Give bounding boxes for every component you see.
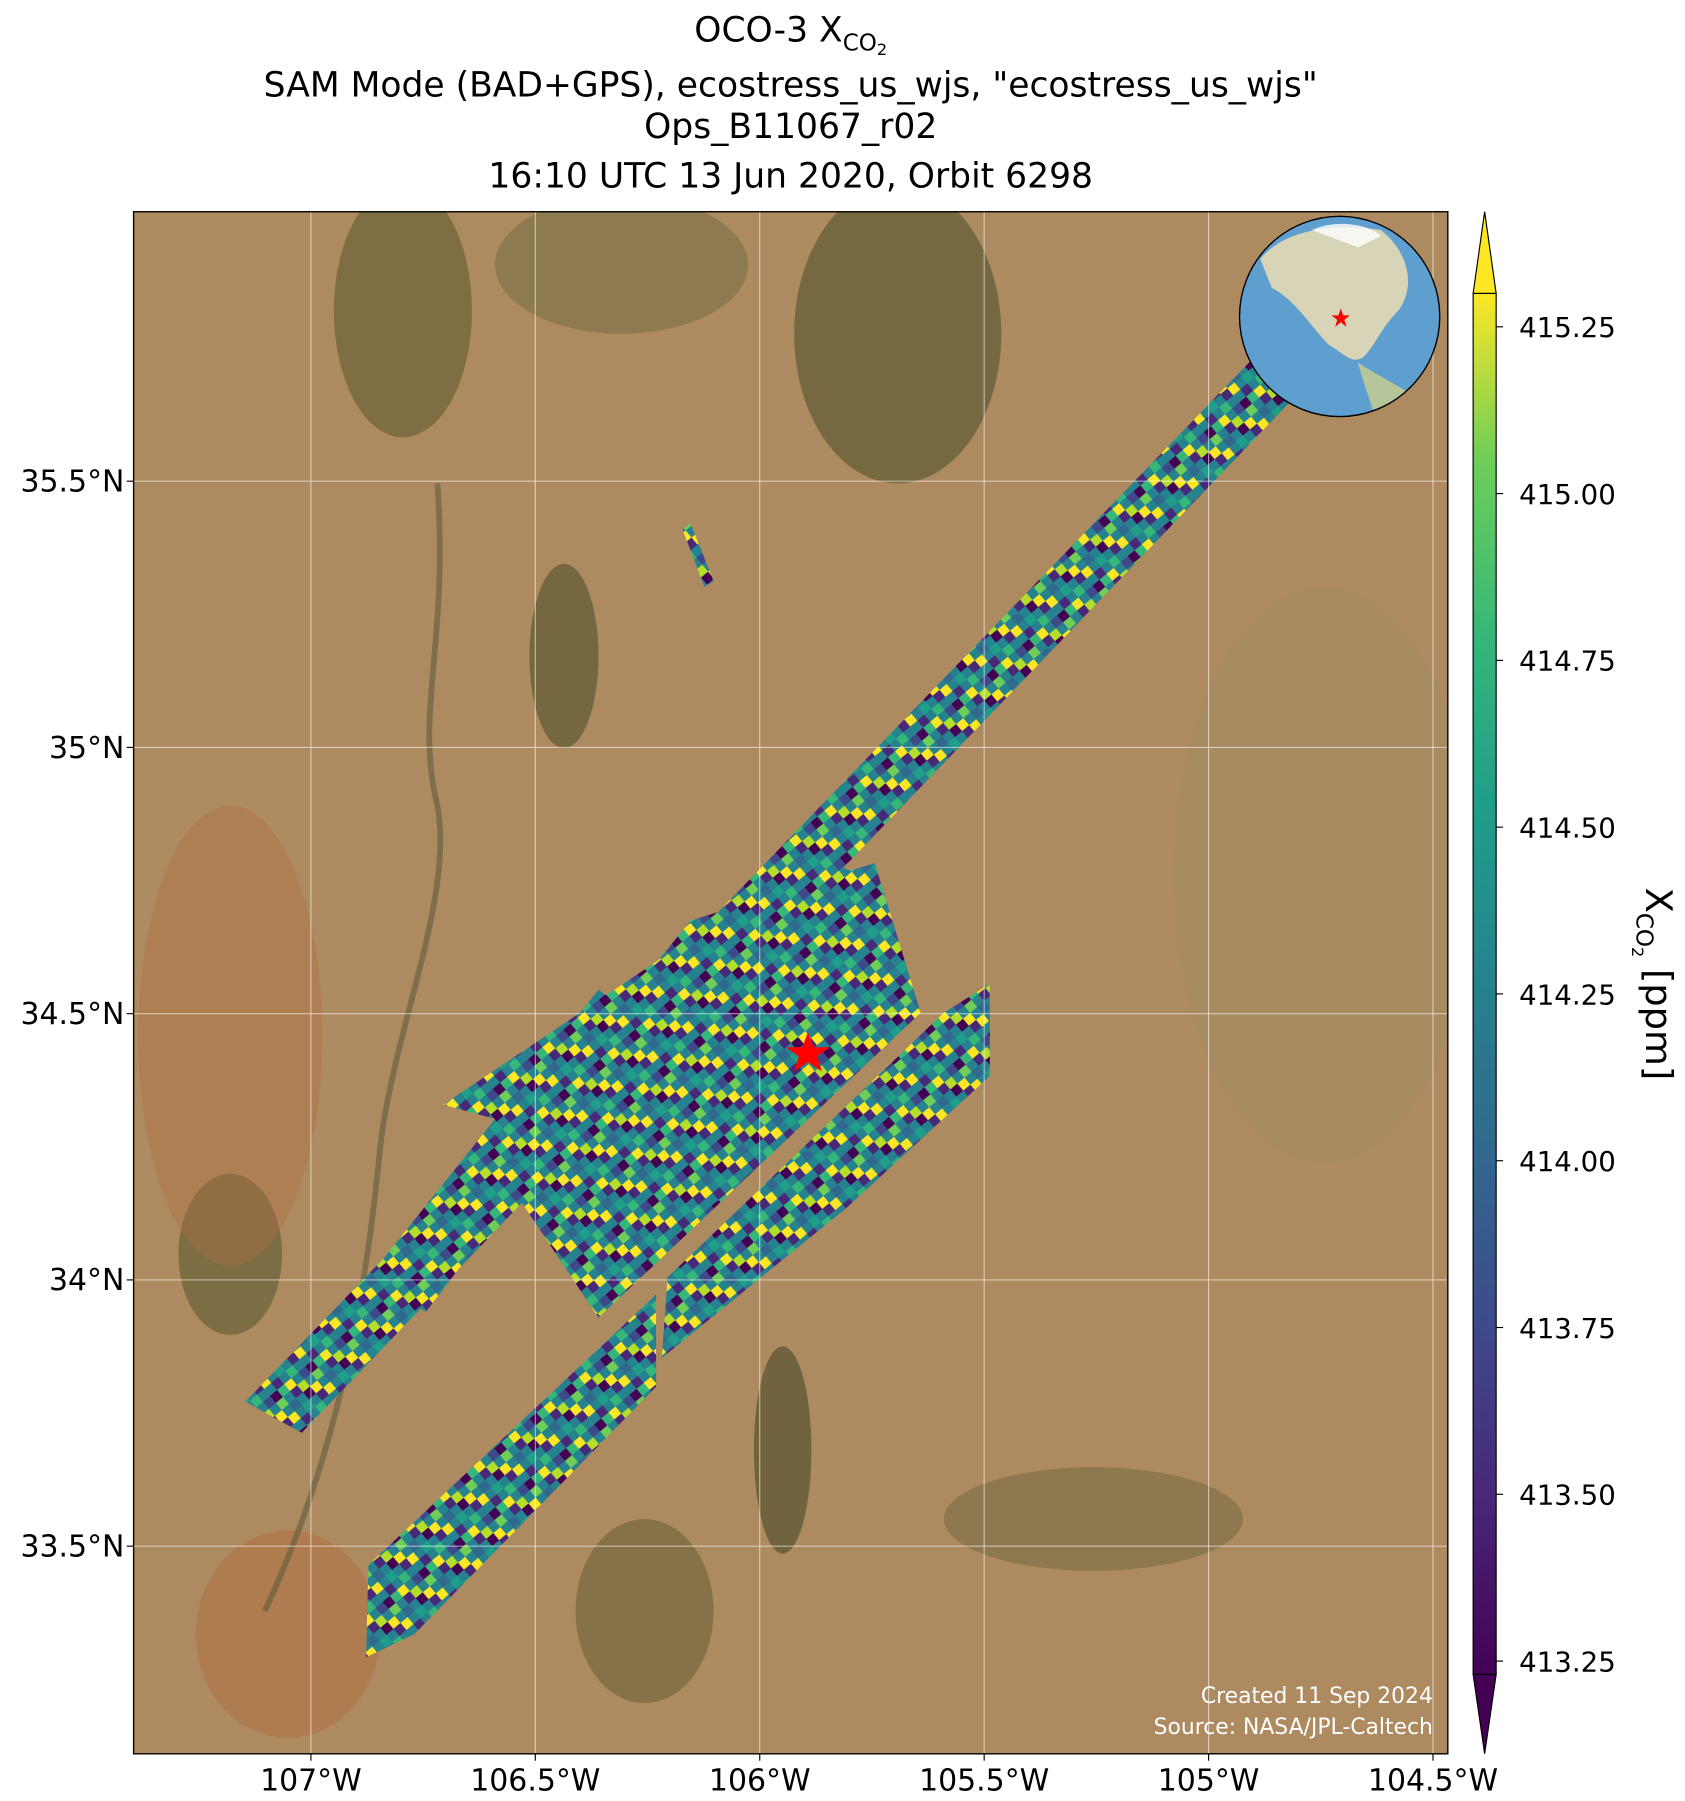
x-tick-label: 106°W: [709, 1764, 811, 1799]
title-line: SAM Mode (BAD+GPS), ecostress_us_wjs, "e…: [264, 66, 1318, 106]
y-tick-label: 33.5°N: [20, 1530, 124, 1565]
credit: Created 11 Sep 2024: [1201, 1684, 1433, 1709]
colorbar-tick-label: 415.25: [1519, 311, 1616, 344]
x-tick-label: 106.5°W: [470, 1764, 600, 1799]
y-tick-label: 35.5°N: [20, 465, 124, 500]
swaths: [245, 350, 1295, 1658]
colorbar-tick-label: 414.25: [1519, 978, 1616, 1011]
title-line: OCO-3 XCO2: [694, 10, 887, 59]
map-frame: [132, 211, 1449, 1755]
x-tick-label: 105.5°W: [919, 1764, 1049, 1799]
basemap: [133, 211, 1448, 1754]
target-star: [786, 1032, 830, 1072]
x-tick-label: 105°W: [1158, 1764, 1260, 1799]
colorbar: 413.25 413.50 413.75 414.00 414.25 414.50 414.…: [1472, 211, 1616, 1754]
colorbar-tick-label: 414.75: [1519, 645, 1616, 678]
x-tick-label: 104.5°W: [1368, 1764, 1498, 1799]
colorbar-tick-label: 413.25: [1519, 1645, 1616, 1678]
credit: Source: NASA/JPL-Caltech: [1154, 1715, 1433, 1740]
colorbar-label: XCO2 [ppm]: [1628, 888, 1680, 1081]
colorbar-tick-label: 414.50: [1519, 812, 1616, 845]
y-tick-label: 35°N: [49, 731, 124, 766]
colorbar-tick-label: 415.00: [1519, 478, 1616, 511]
colorbar-tick-label: 414.00: [1519, 1145, 1616, 1178]
colorbar-tick-label: 413.50: [1519, 1479, 1616, 1512]
title-line: Ops_B11067_r02: [644, 107, 937, 147]
y-tick-label: 34.5°N: [20, 997, 124, 1032]
y-tick-label: 34°N: [49, 1263, 124, 1298]
title-line: 16:10 UTC 13 Jun 2020, Orbit 6298: [488, 157, 1093, 197]
colorbar-tick-label: 413.75: [1519, 1312, 1616, 1345]
x-tick-label: 107°W: [260, 1764, 362, 1799]
